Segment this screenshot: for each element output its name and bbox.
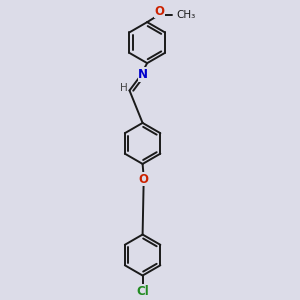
Text: O: O: [139, 173, 149, 186]
Text: CH₃: CH₃: [177, 10, 196, 20]
Text: N: N: [138, 68, 148, 81]
Text: O: O: [154, 5, 164, 18]
Text: H: H: [120, 82, 128, 93]
Text: Cl: Cl: [136, 285, 149, 298]
